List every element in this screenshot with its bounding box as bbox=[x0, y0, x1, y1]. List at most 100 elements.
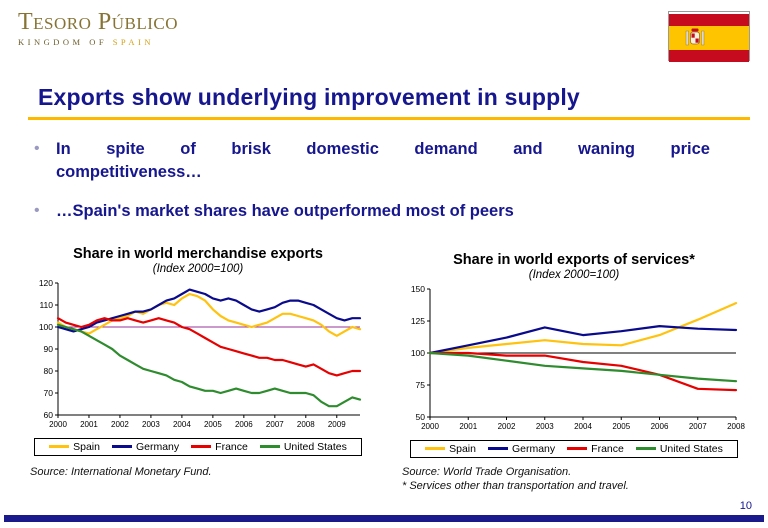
x-tick-label: 2008 bbox=[297, 420, 315, 429]
bullet-text: …Spain's market shares have outperformed… bbox=[56, 200, 710, 223]
legend-label: France bbox=[591, 442, 624, 455]
y-tick-label: 75 bbox=[416, 380, 426, 390]
y-tick-label: 110 bbox=[39, 300, 53, 310]
legend-label: Germany bbox=[135, 440, 180, 453]
page-number: 10 bbox=[739, 500, 752, 512]
x-tick-label: 2006 bbox=[235, 420, 253, 429]
x-tick-label: 2009 bbox=[328, 420, 346, 429]
x-tick-label: 2003 bbox=[536, 422, 554, 431]
bullet-icon: • bbox=[34, 202, 40, 220]
legend-item-spain: Spain bbox=[49, 441, 100, 453]
chart-legend: Spain Germany France United States bbox=[34, 437, 362, 456]
y-tick-label: 150 bbox=[411, 284, 425, 294]
legend-item-france: France bbox=[567, 443, 624, 455]
source-note: Source: International Monetary Fund. bbox=[30, 465, 212, 478]
legend-swatch bbox=[567, 447, 588, 450]
series-line-germany bbox=[428, 324, 738, 355]
series-line-france bbox=[56, 317, 362, 377]
x-tick-label: 2002 bbox=[498, 422, 516, 431]
spain-flag-icon bbox=[668, 11, 750, 62]
series-line-united-states bbox=[56, 323, 362, 408]
legend-label: Spain bbox=[449, 442, 476, 455]
series-line-france bbox=[428, 351, 738, 392]
x-tick-label: 2001 bbox=[459, 422, 477, 431]
legend-label: United States bbox=[659, 442, 723, 455]
legend-item-spain: Spain bbox=[425, 443, 476, 455]
x-tick-label: 2000 bbox=[49, 420, 67, 429]
legend-item-france: France bbox=[191, 441, 248, 453]
y-tick-label: 50 bbox=[416, 412, 426, 422]
series-line-spain bbox=[428, 302, 738, 355]
legend-wrap: Spain Germany France United States bbox=[394, 437, 754, 458]
legend-swatch bbox=[111, 445, 132, 448]
bullet-item: • …Spain's market shares have outperform… bbox=[34, 200, 710, 223]
footnote: * Services other than transportation and… bbox=[402, 479, 629, 492]
bullet-list: • In spite of brisk domestic demand and … bbox=[34, 138, 710, 239]
x-tick-label: 2005 bbox=[204, 420, 222, 429]
legend-item-germany: Germany bbox=[111, 440, 180, 453]
x-tick-label: 2007 bbox=[689, 422, 707, 431]
legend-swatch bbox=[487, 447, 508, 450]
charts-row: Share in world merchandise exports (Inde… bbox=[0, 246, 768, 492]
y-tick-label: 90 bbox=[44, 344, 54, 354]
bullet-item: • In spite of brisk domestic demand and … bbox=[34, 138, 710, 184]
logo-title: Tesoro Público bbox=[18, 9, 179, 35]
legend-label: United States bbox=[283, 440, 347, 453]
y-tick-label: 80 bbox=[44, 366, 54, 376]
y-tick-label: 125 bbox=[411, 316, 425, 326]
logo-subtitle-spain: SPAIN bbox=[112, 37, 154, 47]
x-tick-label: 2001 bbox=[80, 420, 98, 429]
logo-subtitle: KINGDOM OF SPAIN bbox=[18, 37, 178, 47]
x-tick-label: 2004 bbox=[173, 420, 191, 429]
x-tick-label: 2005 bbox=[612, 422, 630, 431]
legend-label: France bbox=[215, 440, 248, 453]
legend-wrap: Spain Germany France United States bbox=[22, 435, 374, 456]
services-exports-chart: 50 75 100 125 150 2000 2001 2002 2003 2004 2005 200… bbox=[411, 284, 746, 431]
y-tick-label: 70 bbox=[44, 388, 54, 398]
bullet-icon: • bbox=[34, 140, 40, 157]
series-line-united-states bbox=[428, 351, 738, 383]
merchandise-exports-chart: 60 70 80 90 100 110 120 2000 2001 2002 2003 2004 200… bbox=[39, 278, 362, 429]
chart-subtitle: (Index 2000=100) bbox=[528, 269, 620, 281]
x-tick-label: 2006 bbox=[651, 422, 669, 431]
legend-swatch bbox=[191, 445, 212, 448]
title-underline bbox=[28, 117, 750, 120]
y-tick-label: 100 bbox=[39, 322, 53, 332]
x-tick-label: 2008 bbox=[727, 422, 745, 431]
legend-swatch bbox=[425, 447, 446, 450]
y-tick-label: 60 bbox=[44, 410, 54, 420]
chart-title: Share in world merchandise exports bbox=[73, 246, 323, 262]
chart-services-exports: Share in world exports of services* (Ind… bbox=[394, 246, 754, 492]
page-title: Exports show underlying improvement in s… bbox=[38, 84, 580, 110]
x-tick-label: 2000 bbox=[421, 422, 439, 431]
tesoro-publico-logo: Tesoro Público KINGDOM OF SPAIN bbox=[18, 10, 178, 47]
bullet-line: …Spain's market shares have outperformed… bbox=[56, 202, 514, 221]
bottom-bar bbox=[4, 515, 764, 522]
y-tick-label: 120 bbox=[39, 278, 53, 288]
bullet-line: competitiveness… bbox=[56, 163, 202, 182]
y-tick-label: 100 bbox=[411, 348, 425, 358]
legend-item-germany: Germany bbox=[487, 442, 556, 455]
series-line-spain bbox=[56, 292, 362, 337]
chart-merchandise-exports: Share in world merchandise exports (Inde… bbox=[22, 246, 374, 492]
legend-swatch bbox=[635, 447, 656, 450]
legend-swatch bbox=[49, 445, 70, 448]
legend-label: Spain bbox=[73, 440, 100, 453]
spain-flag-graphic bbox=[669, 14, 749, 62]
bullet-text: In spite of brisk domestic demand and wa… bbox=[56, 138, 710, 184]
x-tick-label: 2003 bbox=[142, 420, 160, 429]
x-tick-label: 2002 bbox=[111, 420, 129, 429]
bullet-line: In spite of brisk domestic demand and wa… bbox=[56, 140, 710, 158]
logo-subtitle-kingdom: KINGDOM OF bbox=[18, 37, 108, 47]
legend-item-united-states: United States bbox=[635, 442, 723, 455]
legend-swatch bbox=[259, 445, 280, 448]
source-note: Source: World Trade Organisation. bbox=[402, 465, 572, 478]
chart-legend: Spain Germany France United States bbox=[410, 439, 738, 458]
x-tick-label: 2007 bbox=[266, 420, 284, 429]
chart-title: Share in world exports of services* bbox=[453, 252, 695, 268]
legend-item-united-states: United States bbox=[259, 440, 347, 453]
legend-label: Germany bbox=[511, 442, 556, 455]
chart-subtitle: (Index 2000=100) bbox=[152, 263, 244, 275]
x-tick-label: 2004 bbox=[574, 422, 592, 431]
